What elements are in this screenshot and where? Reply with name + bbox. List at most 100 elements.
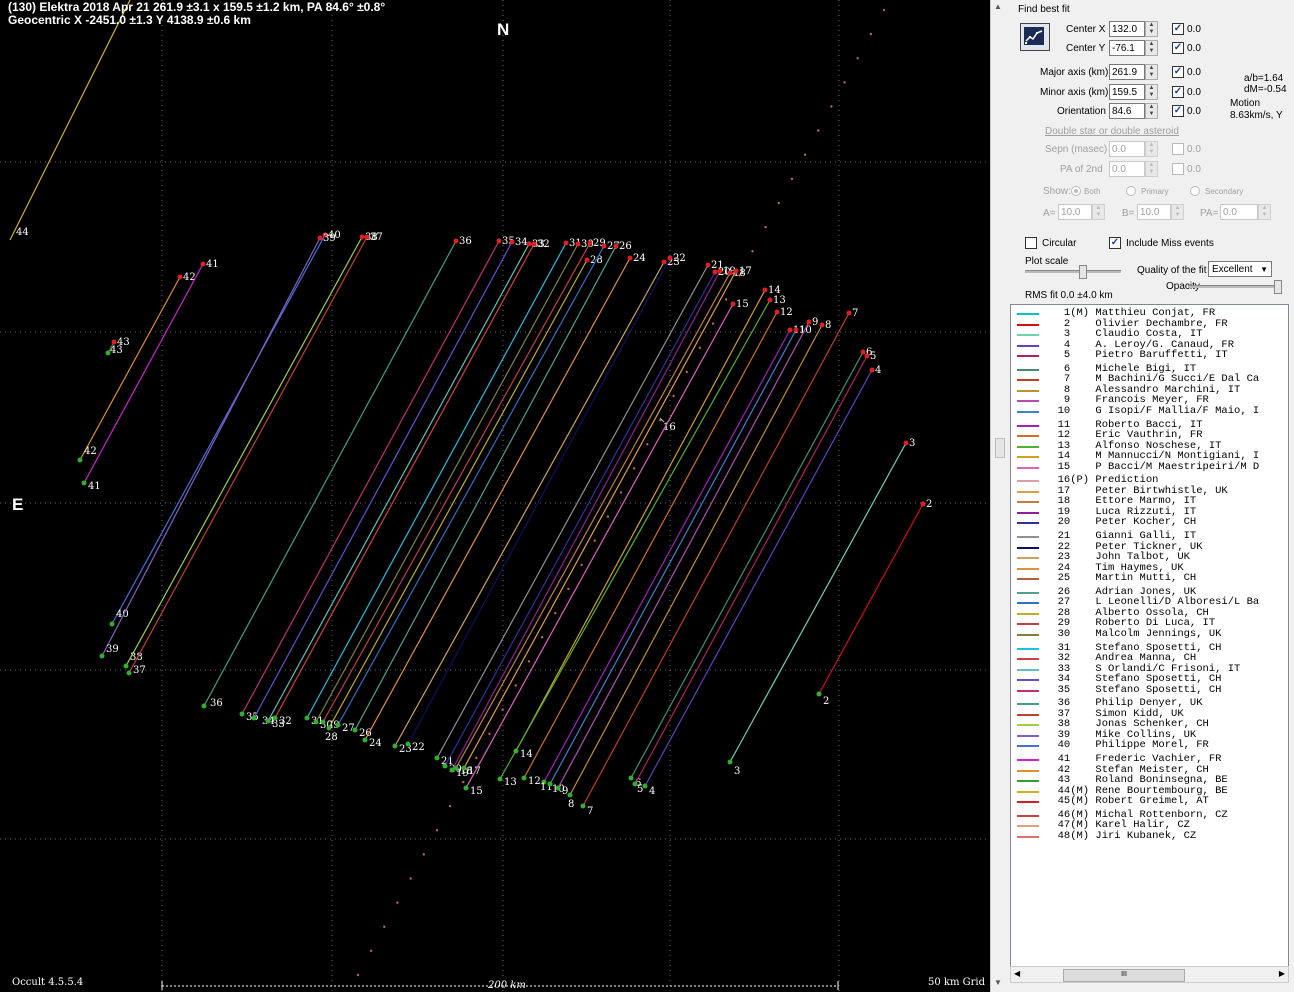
center-y-label: Center Y (1066, 43, 1106, 54)
scroll-down-icon[interactable]: ▼ (994, 978, 1002, 987)
dropdown-arrow-icon: ▼ (1260, 265, 1268, 274)
orientation-input[interactable]: 84.6 (1109, 103, 1145, 119)
motion-value: 8.63km/s, Y (1230, 110, 1283, 121)
chord-disappear-point (392, 743, 398, 749)
show-both-radio[interactable] (1071, 186, 1081, 196)
legend-text: 5 Pietro Baruffetti, IT (1045, 349, 1228, 362)
chord-end-label: 37 (370, 232, 383, 243)
chord-disappear-point (99, 653, 105, 659)
pa-input[interactable]: 0.0 (1220, 204, 1258, 220)
major-axis-fix-checkbox[interactable]: ✓ (1172, 66, 1184, 78)
chord-start-label: 23 (399, 744, 412, 755)
sepn-input[interactable]: 0.0 (1109, 141, 1145, 157)
major-axis-spinner[interactable]: ▲ ▼ (1145, 64, 1158, 80)
legend-text: 33 S Orlandi/C Frisoni, IT (1045, 662, 1241, 675)
chord-start-label: 40 (116, 609, 129, 620)
chord-end-label: 42 (183, 272, 196, 283)
show-secondary-radio[interactable] (1190, 186, 1200, 196)
prediction-dot (672, 394, 675, 398)
occultation-plot[interactable]: 4416434342424141404039393838373736363535… (0, 0, 990, 992)
show-primary-radio[interactable] (1126, 186, 1136, 196)
chord-disappear-point (77, 457, 83, 463)
sepn-fix-checkbox[interactable] (1172, 143, 1184, 155)
chord-disappear-point (547, 781, 553, 787)
prediction-dot (475, 756, 478, 760)
legend-text: 27 L Leonelli/D Alboresi/L Ba (1045, 596, 1260, 609)
chord-end-label: 9 (812, 317, 818, 328)
pa2-spinner[interactable]: ▲ ▼ (1145, 161, 1158, 177)
chord-disappear-point (628, 775, 634, 781)
chord-start-label: 43 (110, 345, 123, 356)
chord-line-15 (465, 303, 734, 789)
legend-horizontal-scrollbar[interactable]: ◀ III ▶ (1010, 966, 1289, 983)
legend-swatch (1017, 379, 1039, 382)
major-axis-input[interactable]: 261.9 (1109, 64, 1145, 80)
opacity-slider[interactable] (1274, 280, 1282, 294)
legend-text: 46(M) Michal Rottenborn, CZ (1045, 808, 1228, 821)
legend-text: 2 Olivier Dechambre, FR (1045, 317, 1228, 330)
find-best-fit-button[interactable] (1020, 23, 1050, 51)
pa-spinner[interactable]: ▲ ▼ (1258, 204, 1271, 220)
center-y-input[interactable]: -76.1 (1109, 40, 1145, 56)
chord-start-label: 28 (325, 732, 338, 743)
prediction-dot (409, 877, 412, 880)
plot-canvas[interactable]: 4416434342424141404039393838373736363535… (0, 0, 990, 992)
circular-checkbox[interactable] (1025, 237, 1037, 249)
scroll-left-icon[interactable]: ◀ (1014, 969, 1021, 978)
b-spinner[interactable]: ▲ ▼ (1171, 204, 1184, 220)
chord-reappear-point (787, 327, 793, 333)
legend-text: 11 Roberto Bacci, IT (1045, 418, 1203, 431)
a-input[interactable]: 10.0 (1058, 204, 1092, 220)
prediction-dot (685, 370, 688, 374)
plot-scale-slider[interactable] (1079, 265, 1087, 279)
center-y-fix-checkbox[interactable]: ✓ (1172, 42, 1184, 54)
orientation-label: Orientation (1057, 106, 1106, 117)
plot-scale-track[interactable] (1025, 270, 1121, 273)
legend-scroll-thumb[interactable]: III (1063, 969, 1185, 982)
pa2-fix-checkbox[interactable] (1172, 163, 1184, 175)
quality-label: Quality of the fit (1137, 265, 1207, 276)
scroll-thumb[interactable] (995, 438, 1005, 458)
observer-legend[interactable]: 1(M) Matthieu Conjat, FR 2 Olivier Decha… (1010, 304, 1289, 967)
center-y-spinner[interactable]: ▲ ▼ (1145, 40, 1158, 56)
legend-swatch (1017, 602, 1039, 605)
prediction-dot (843, 81, 846, 84)
chord-reappear-point (661, 259, 667, 265)
minor-axis-spinner[interactable]: ▲ ▼ (1145, 84, 1158, 100)
orientation-fix-checkbox[interactable]: ✓ (1172, 105, 1184, 117)
chord-start-label: 17 (468, 766, 481, 777)
chord-reappear-point (587, 240, 593, 246)
chord-line-31 (306, 242, 567, 719)
chord-disappear-point (434, 755, 440, 761)
scroll-up-icon[interactable]: ▲ (994, 2, 1002, 11)
legend-swatch (1017, 511, 1039, 514)
quality-select[interactable]: Excellent ▼ (1208, 261, 1272, 277)
sepn-spinner[interactable]: ▲ ▼ (1145, 141, 1158, 157)
include-miss-checkbox[interactable]: ✓ (1109, 237, 1121, 249)
legend-swatch (1017, 703, 1039, 706)
opacity-track[interactable] (1188, 285, 1280, 288)
center-x-input[interactable]: 132.0 (1109, 21, 1145, 37)
legend-swatch (1017, 400, 1039, 403)
minor-axis-fix-checkbox[interactable]: ✓ (1172, 86, 1184, 98)
chord-disappear-point (405, 741, 411, 747)
legend-text: 12 Eric Vauthrin, FR (1045, 429, 1203, 442)
chord-disappear-point (320, 719, 326, 725)
minor-axis-input[interactable]: 159.5 (1109, 84, 1145, 100)
chord-end-label: 10 (799, 325, 812, 336)
pa2-input[interactable]: 0.0 (1109, 161, 1145, 177)
orientation-spinner[interactable]: ▲ ▼ (1145, 103, 1158, 119)
panel-scrollbar[interactable]: ▲ ▼ (990, 0, 1008, 992)
a-spinner[interactable]: ▲ ▼ (1092, 204, 1105, 220)
scroll-right-icon[interactable]: ▶ (1278, 969, 1285, 978)
center-x-spinner[interactable]: ▲ ▼ (1145, 21, 1158, 37)
chord-end-label: 35 (502, 236, 515, 247)
center-x-fix-checkbox[interactable]: ✓ (1172, 23, 1184, 35)
prediction-dot (369, 949, 373, 953)
b-input[interactable]: 10.0 (1137, 204, 1171, 220)
chord-line-24 (364, 257, 631, 741)
chord-disappear-point (239, 711, 245, 717)
chord-line-29 (322, 242, 591, 723)
chord-line-41 (83, 263, 204, 484)
chord-line-38 (125, 236, 363, 667)
